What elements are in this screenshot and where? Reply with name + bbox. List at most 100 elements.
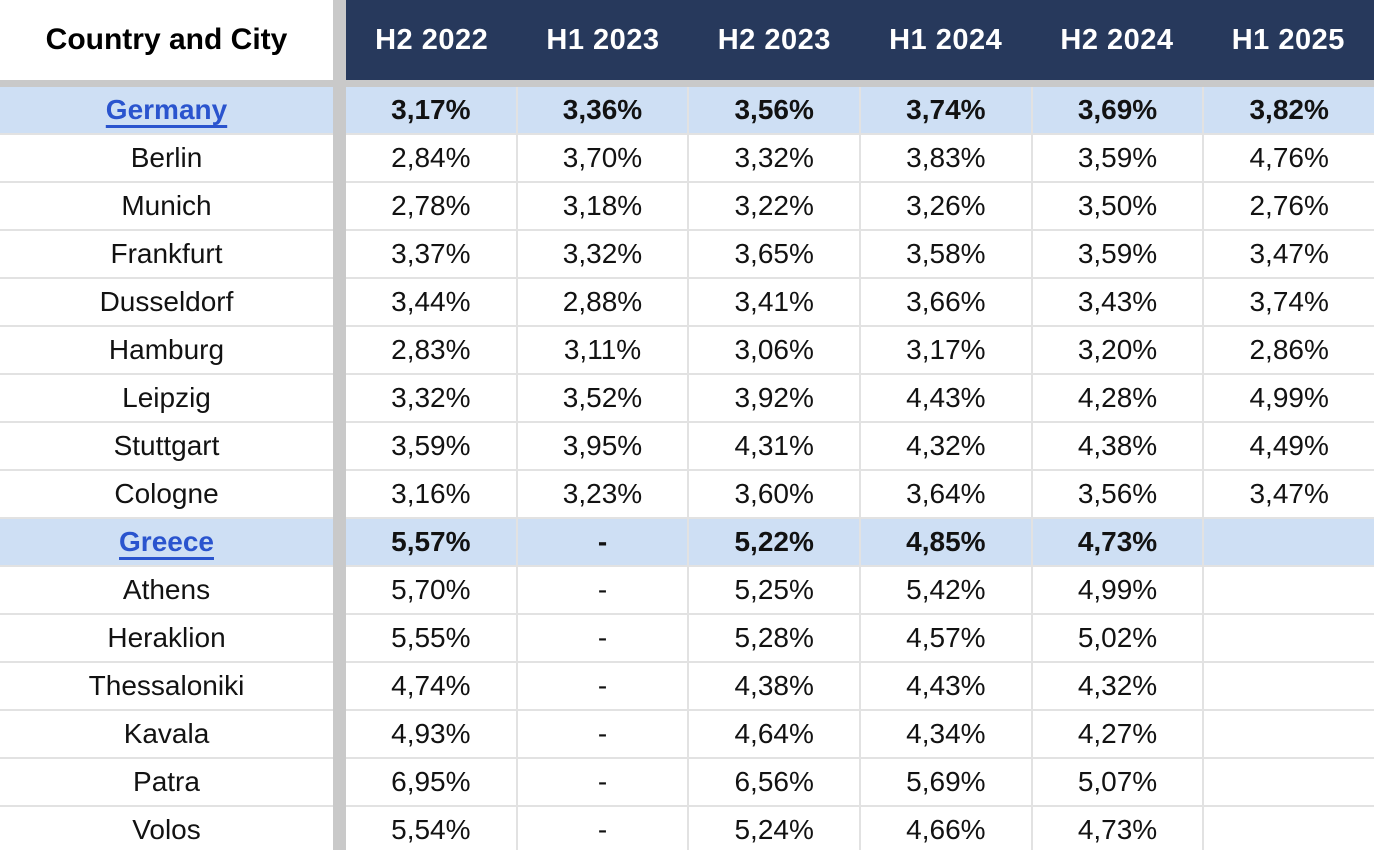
row-label-cell: Stuttgart (0, 423, 333, 471)
value-cell: 4,66% (859, 807, 1031, 850)
value-cell: 3,43% (1030, 279, 1203, 327)
table-row: Cologne 3,16% 3,23% 3,60% 3,64% 3,56% 3,… (0, 471, 1374, 519)
row-label-cell: Athens (0, 567, 333, 615)
value-cell: 3,69% (1030, 87, 1203, 135)
city-label: Frankfurt (110, 238, 223, 269)
value-cell: 5,42% (859, 567, 1031, 615)
value-cell: 3,41% (687, 279, 860, 327)
value-cell: 3,66% (859, 279, 1031, 327)
value-cell: 6,95% (346, 759, 516, 807)
column-header-h1-2023: H1 2023 (517, 0, 689, 80)
city-label: Berlin (130, 142, 203, 173)
frozen-pane-divider (333, 0, 346, 80)
table-row: Dusseldorf 3,44% 2,88% 3,41% 3,66% 3,43%… (0, 279, 1374, 327)
frozen-pane-divider (333, 423, 346, 471)
value-cell: 3,26% (859, 183, 1031, 231)
value-cell: 4,76% (1202, 135, 1374, 183)
value-cell: 3,95% (515, 423, 688, 471)
city-label: Munich (121, 190, 212, 221)
value-cell: - (515, 711, 688, 759)
value-cell: 4,32% (859, 423, 1031, 471)
value-cell: 5,57% (346, 519, 516, 567)
table-row: Stuttgart 3,59% 3,95% 4,31% 4,32% 4,38% … (0, 423, 1374, 471)
row-label-cell: Leipzig (0, 375, 333, 423)
value-cell: 3,92% (687, 375, 860, 423)
frozen-pane-divider (333, 567, 346, 615)
row-label-cell: Hamburg (0, 327, 333, 375)
table-body: Germany 3,17% 3,36% 3,56% 3,74% 3,69% 3,… (0, 87, 1374, 850)
city-label: Patra (133, 766, 200, 797)
table-row: Patra 6,95% - 6,56% 5,69% 5,07% (0, 759, 1374, 807)
value-cell: 3,23% (515, 471, 688, 519)
value-cell: 5,25% (687, 567, 860, 615)
value-cell: 3,52% (515, 375, 688, 423)
row-label-cell: Heraklion (0, 615, 333, 663)
value-cell: 3,32% (687, 135, 860, 183)
value-cell: 3,32% (515, 231, 688, 279)
value-cell: 6,56% (687, 759, 860, 807)
value-cell: 2,88% (515, 279, 688, 327)
value-cell: 3,82% (1202, 87, 1374, 135)
value-cell: 4,31% (687, 423, 860, 471)
city-label: Volos (132, 814, 201, 845)
row-label-cell: Volos (0, 807, 333, 850)
value-cell: 3,83% (859, 135, 1031, 183)
value-cell: 4,34% (859, 711, 1031, 759)
value-cell: 3,47% (1202, 231, 1374, 279)
row-label-cell: Dusseldorf (0, 279, 333, 327)
value-cell: 5,28% (687, 615, 860, 663)
value-cell: 2,76% (1202, 183, 1374, 231)
frozen-pane-divider (333, 231, 346, 279)
value-cell: 2,83% (346, 327, 516, 375)
value-cell: 4,49% (1202, 423, 1374, 471)
table-row: Berlin 2,84% 3,70% 3,32% 3,83% 3,59% 4,7… (0, 135, 1374, 183)
frozen-pane-divider (333, 759, 346, 807)
row-label-cell: Frankfurt (0, 231, 333, 279)
table-header-row: Country and City H2 2022 H1 2023 H2 2023… (0, 0, 1374, 80)
value-cell: 3,74% (859, 87, 1031, 135)
row-label-cell: Kavala (0, 711, 333, 759)
city-label: Kavala (123, 718, 210, 749)
value-cell: 4,99% (1030, 567, 1203, 615)
value-cell: 3,16% (346, 471, 516, 519)
table-row: Frankfurt 3,37% 3,32% 3,65% 3,58% 3,59% … (0, 231, 1374, 279)
value-cell (1202, 615, 1374, 663)
value-cell (1202, 663, 1374, 711)
table-row: Athens 5,70% - 5,25% 5,42% 4,99% (0, 567, 1374, 615)
table-row: Germany 3,17% 3,36% 3,56% 3,74% 3,69% 3,… (0, 87, 1374, 135)
value-cell: 5,07% (1030, 759, 1203, 807)
value-cell: 3,18% (515, 183, 688, 231)
value-cell: 3,06% (687, 327, 860, 375)
row-label-cell: Thessaloniki (0, 663, 333, 711)
value-cell: 5,70% (346, 567, 516, 615)
value-cell: 4,38% (1030, 423, 1203, 471)
value-cell: 3,59% (346, 423, 516, 471)
value-cell: 3,56% (1030, 471, 1203, 519)
country-link[interactable]: Greece (119, 526, 214, 557)
frozen-pane-divider (333, 183, 346, 231)
table-row: Leipzig 3,32% 3,52% 3,92% 4,43% 4,28% 4,… (0, 375, 1374, 423)
city-label: Cologne (114, 478, 219, 509)
city-label: Thessaloniki (88, 670, 245, 701)
value-cell: 5,02% (1030, 615, 1203, 663)
frozen-pane-divider (333, 471, 346, 519)
value-cell: 3,22% (687, 183, 860, 231)
column-header-h1-2025: H1 2025 (1202, 0, 1374, 80)
country-link[interactable]: Germany (105, 94, 228, 125)
value-cell: - (515, 759, 688, 807)
value-cell: 5,69% (859, 759, 1031, 807)
value-cell: 5,55% (346, 615, 516, 663)
row-label-cell: Cologne (0, 471, 333, 519)
value-cell: 4,64% (687, 711, 860, 759)
value-cell: 3,11% (515, 327, 688, 375)
value-cell: 3,59% (1030, 231, 1203, 279)
row-label-cell: Patra (0, 759, 333, 807)
value-cell: 3,17% (346, 87, 516, 135)
value-cell: 5,54% (346, 807, 516, 850)
row-label-cell: Berlin (0, 135, 333, 183)
corner-header: Country and City (0, 0, 333, 80)
frozen-pane-divider (333, 279, 346, 327)
value-cell: 3,70% (515, 135, 688, 183)
value-cell: 4,74% (346, 663, 516, 711)
